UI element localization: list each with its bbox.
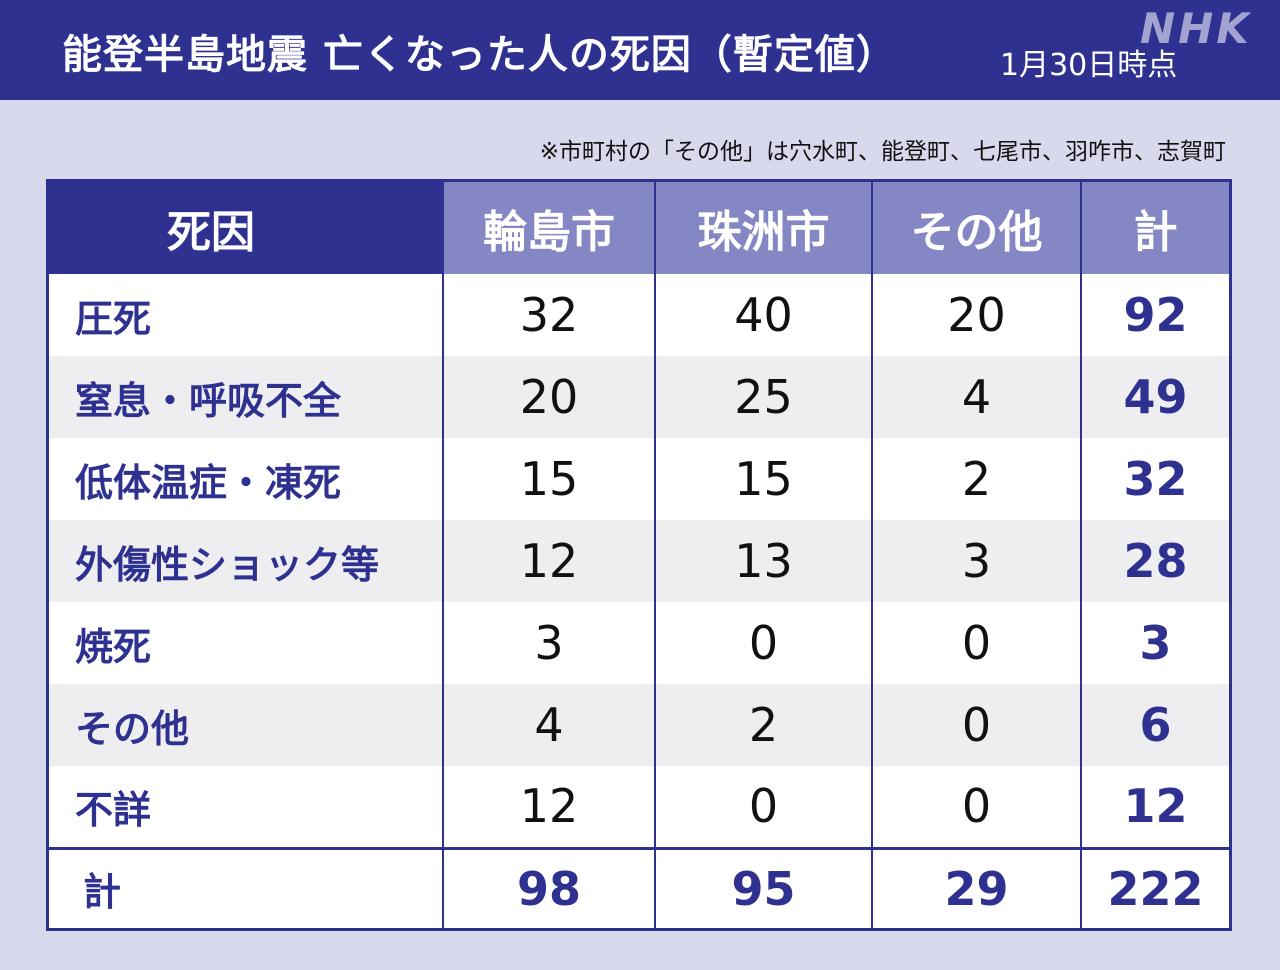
row-total-value: 49 [1080,356,1229,438]
wajima-value: 4 [442,684,655,766]
table-row: 外傷性ショック等 12 13 3 28 [49,520,1229,602]
table-header-row: 死因 輪島市 珠洲市 その他 計 [49,182,1229,274]
total-row: 計 98 95 29 222 [49,846,1229,928]
table-row: 焼死 3 0 0 3 [49,602,1229,684]
suzu-value: 25 [654,356,872,438]
other-value: 20 [871,274,1081,356]
suzu-value: 0 [654,602,872,684]
column-header-total: 計 [1080,182,1229,274]
cause-label: 外傷性ショック等 [49,520,443,602]
other-value: 0 [871,602,1081,684]
suzu-value: 2 [654,684,872,766]
cause-label: 不詳 [49,766,443,848]
suzu-value: 0 [654,766,872,848]
suzu-total-value: 95 [654,846,872,928]
table-row: 低体温症・凍死 15 15 2 32 [49,438,1229,520]
nhk-logo: NHK [1140,4,1252,53]
wajima-value: 12 [442,520,655,602]
table-row: 窒息・呼吸不全 20 25 4 49 [49,356,1229,438]
wajima-value: 3 [442,602,655,684]
suzu-value: 40 [654,274,872,356]
row-total-value: 28 [1080,520,1229,602]
date-label: 1月30日時点 [1000,48,1178,83]
column-header-other: その他 [871,182,1081,274]
cause-label: 圧死 [49,274,443,356]
cause-label: 低体温症・凍死 [49,438,443,520]
wajima-total-value: 98 [442,846,655,928]
table-row: その他 4 2 0 6 [49,684,1229,766]
cause-label: 焼死 [49,602,443,684]
wajima-value: 20 [442,356,655,438]
other-value: 0 [871,766,1081,848]
other-value: 0 [871,684,1081,766]
wajima-value: 15 [442,438,655,520]
footnote: ※市町村の「その他」は穴水町、能登町、七尾市、羽咋市、志賀町 [539,139,1226,165]
suzu-value: 15 [654,438,872,520]
other-value: 2 [871,438,1081,520]
cause-label: その他 [49,684,443,766]
other-total-value: 29 [871,846,1081,928]
cause-label: 窒息・呼吸不全 [49,356,443,438]
other-value: 4 [871,356,1081,438]
column-header-wajima: 輪島市 [442,182,655,274]
column-header-suzu: 珠洲市 [654,182,872,274]
death-cause-table: 死因 輪島市 珠洲市 その他 計 圧死 32 40 20 92 窒息・呼吸不全 … [46,179,1232,931]
row-total-value: 6 [1080,684,1229,766]
row-total-value: 32 [1080,438,1229,520]
header-bar: 能登半島地震 亡くなった人の死因（暫定値） 1月30日時点 NHK [0,0,1280,100]
wajima-value: 12 [442,766,655,848]
suzu-value: 13 [654,520,872,602]
other-value: 3 [871,520,1081,602]
row-total-value: 3 [1080,602,1229,684]
page-title: 能登半島地震 亡くなった人の死因（暫定値） [62,32,897,78]
grand-total-value: 222 [1080,846,1229,928]
table-row: 不詳 12 0 0 12 [49,766,1229,848]
table-row: 圧死 32 40 20 92 [49,274,1229,356]
total-label: 計 [49,846,443,928]
row-total-value: 12 [1080,766,1229,848]
wajima-value: 32 [442,274,655,356]
row-total-value: 92 [1080,274,1229,356]
column-header-cause: 死因 [49,182,443,274]
